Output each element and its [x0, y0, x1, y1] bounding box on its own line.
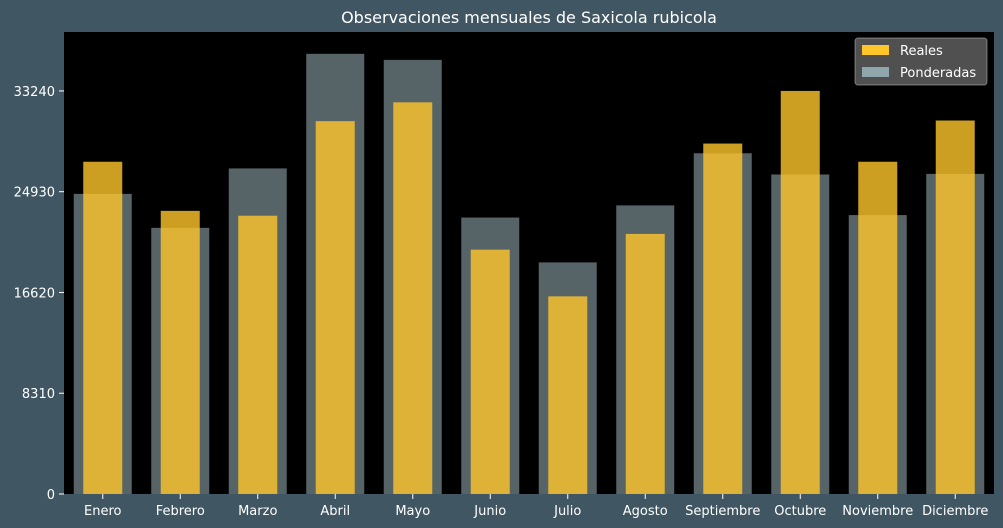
x-tick-label-1: Febrero: [156, 504, 205, 519]
legend-swatch-ponderadas: [862, 67, 889, 77]
x-tick-label-11: Diciembre: [922, 504, 988, 519]
reales-bars: [83, 90, 975, 495]
y-tick-label-1: 8310: [22, 387, 55, 402]
y-tick-label-0: 0: [47, 488, 55, 503]
bar-reales-8: [703, 143, 743, 494]
legend-label-ponderadas: Ponderadas: [900, 66, 976, 81]
x-tick-label-0: Enero: [84, 504, 122, 519]
x-tick-label-4: Mayo: [395, 504, 430, 519]
legend: Reales Ponderadas: [854, 37, 988, 86]
x-tick-label-5: Junio: [473, 504, 506, 519]
y-tick-label-4: 33240: [14, 85, 55, 100]
bar-reales-2: [238, 215, 278, 494]
bar-reales-6: [548, 296, 588, 494]
x-tick-label-2: Marzo: [238, 504, 277, 519]
bar-reales-9: [780, 90, 820, 494]
bar-reales-11: [935, 120, 975, 494]
bar-reales-7: [625, 233, 665, 494]
bar-reales-10: [858, 161, 898, 494]
x-axis: Enero Febrero Marzo Abril Mayo Junio Julio Agos…: [84, 494, 988, 519]
bar-reales-1: [160, 210, 200, 494]
x-tick-label-6: Julio: [553, 504, 581, 519]
plot-area: [64, 32, 994, 494]
bar-reales-4: [393, 102, 433, 494]
bar-reales-0: [83, 161, 123, 494]
y-tick-label-3: 24930: [14, 186, 55, 201]
y-axis: 0 8310 16620 24930 33240: [14, 85, 64, 503]
bar-reales-5: [470, 249, 510, 494]
x-tick-label-10: Noviembre: [842, 504, 913, 519]
x-tick-label-3: Abril: [320, 504, 350, 519]
bar-reales-3: [315, 121, 355, 495]
legend-swatch-reales: [862, 45, 889, 55]
x-tick-label-8: Septiembre: [685, 504, 760, 519]
x-tick-label-9: Octubre: [774, 504, 826, 519]
y-tick-label-2: 16620: [14, 286, 55, 301]
x-tick-label-7: Agosto: [623, 504, 668, 519]
legend-label-reales: Reales: [900, 44, 943, 59]
chart-title: Observaciones mensuales de Saxicola rubi…: [341, 8, 717, 27]
